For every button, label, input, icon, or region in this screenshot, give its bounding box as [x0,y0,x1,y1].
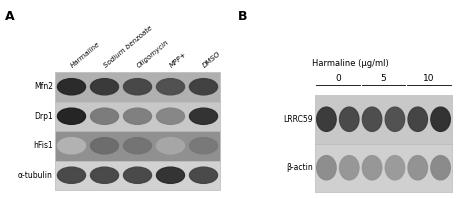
Bar [55,161,220,190]
Text: Harmaline: Harmaline [70,41,101,69]
Ellipse shape [190,167,218,183]
Text: A: A [5,10,15,23]
Text: 0: 0 [335,74,341,83]
Ellipse shape [90,79,118,95]
Ellipse shape [157,79,185,95]
Text: LRRC59: LRRC59 [283,115,313,124]
Ellipse shape [190,108,218,124]
Ellipse shape [362,156,382,180]
Ellipse shape [362,107,382,131]
Text: Mfn2: Mfn2 [34,82,53,91]
Ellipse shape [190,79,218,95]
Text: MPP+: MPP+ [168,51,188,69]
Ellipse shape [90,138,118,154]
Bar [315,143,452,192]
Text: DMSO: DMSO [202,51,222,69]
Ellipse shape [340,107,359,131]
Bar [55,101,220,131]
Ellipse shape [90,108,118,124]
Ellipse shape [157,167,185,183]
Ellipse shape [57,79,85,95]
Text: hFis1: hFis1 [33,141,53,150]
Ellipse shape [123,79,151,95]
Text: α-tubulin: α-tubulin [18,171,53,180]
Ellipse shape [157,108,185,124]
Ellipse shape [123,138,151,154]
Text: 5: 5 [381,74,386,83]
Text: Sodium benzoate: Sodium benzoate [103,25,153,69]
Bar [55,72,220,101]
Ellipse shape [431,107,450,131]
Ellipse shape [157,138,185,154]
Ellipse shape [340,156,359,180]
Ellipse shape [408,107,427,131]
Ellipse shape [385,107,405,131]
Text: B: B [238,10,247,23]
Bar [55,131,220,161]
Text: Harmaline (μg/ml): Harmaline (μg/ml) [312,59,388,68]
Ellipse shape [57,167,85,183]
Text: Drp1: Drp1 [34,112,53,121]
Ellipse shape [123,167,151,183]
Ellipse shape [317,156,336,180]
Ellipse shape [57,108,85,124]
Ellipse shape [57,138,85,154]
Ellipse shape [317,107,336,131]
Text: 10: 10 [423,74,435,83]
Ellipse shape [431,156,450,180]
Text: β-actin: β-actin [286,163,313,172]
Ellipse shape [408,156,427,180]
Ellipse shape [190,138,218,154]
Ellipse shape [385,156,405,180]
Ellipse shape [90,167,118,183]
Bar [315,95,452,143]
Ellipse shape [123,108,151,124]
Text: Oligomycin: Oligomycin [136,39,170,69]
